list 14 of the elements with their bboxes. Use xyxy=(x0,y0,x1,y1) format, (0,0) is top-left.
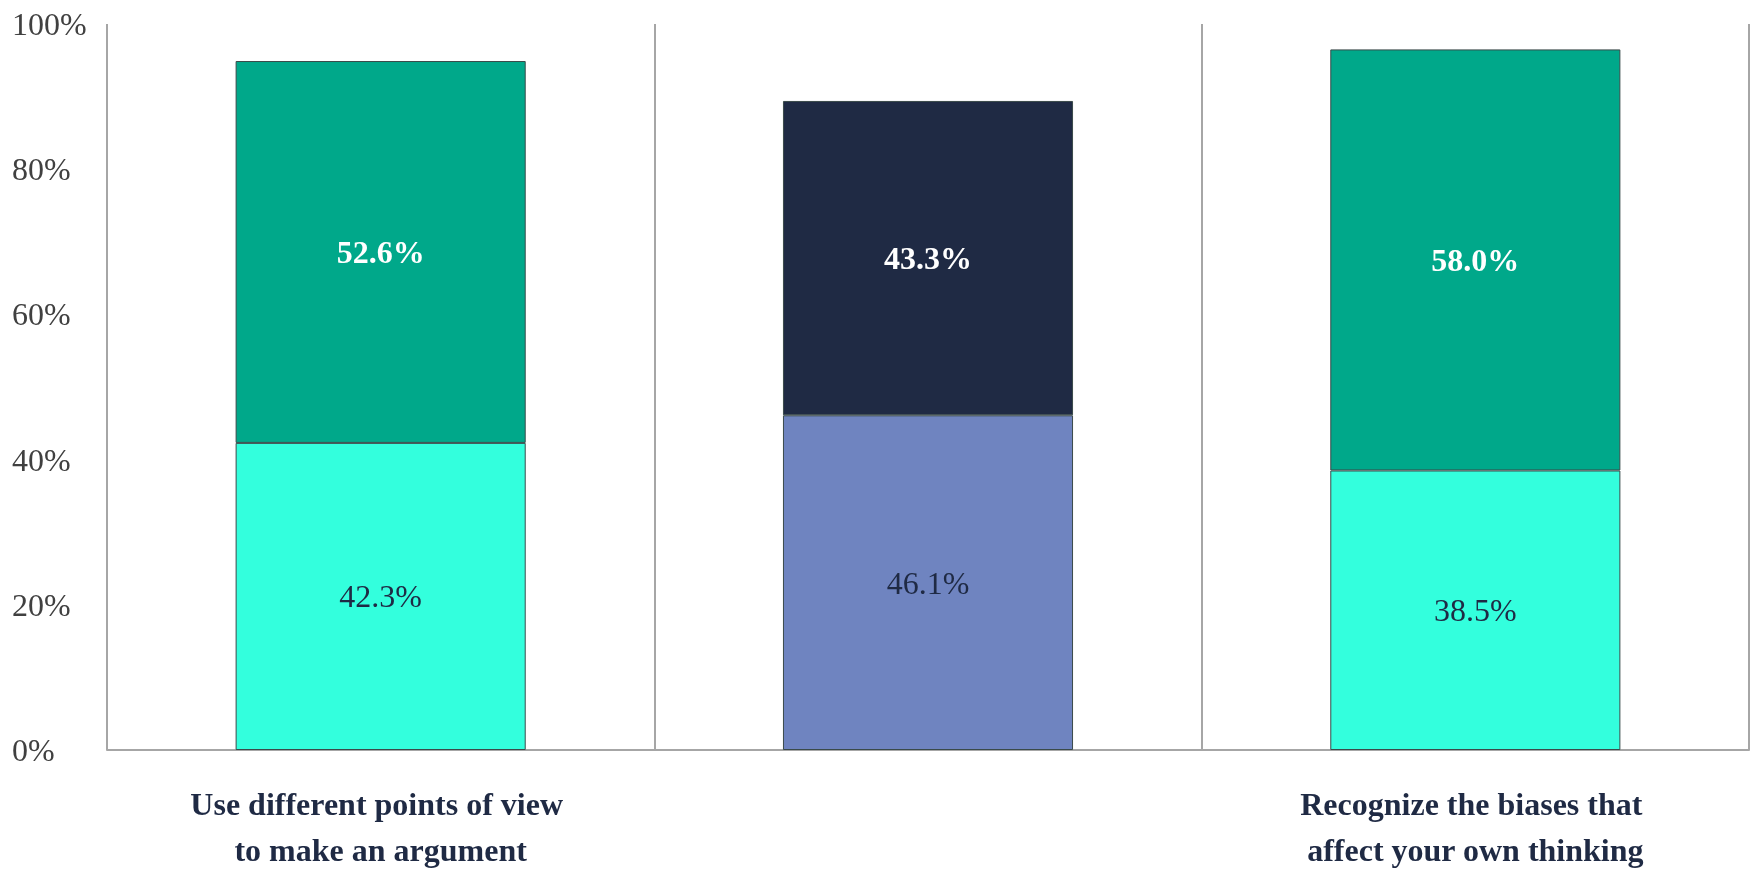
y-tick-label: 40% xyxy=(12,441,71,478)
data-label: 43.3% xyxy=(884,240,972,277)
y-tick-label: 60% xyxy=(12,296,71,333)
data-label: 38.5% xyxy=(1434,592,1517,629)
data-label: 52.6% xyxy=(336,233,425,270)
y-tick-label: 20% xyxy=(12,586,71,623)
data-label: 46.1% xyxy=(886,564,970,601)
data-label: 42.3% xyxy=(339,578,422,615)
y-tick-label: 80% xyxy=(12,151,71,188)
y-tick-label: 0% xyxy=(12,732,55,768)
x-tick-label: Use different points of view to make an argument xyxy=(190,786,572,868)
data-label: 58.0% xyxy=(1431,241,1520,278)
x-tick-label: Recognize the biases that affect your own thinking xyxy=(1300,786,1651,868)
y-tick-label: 100% xyxy=(12,6,87,42)
